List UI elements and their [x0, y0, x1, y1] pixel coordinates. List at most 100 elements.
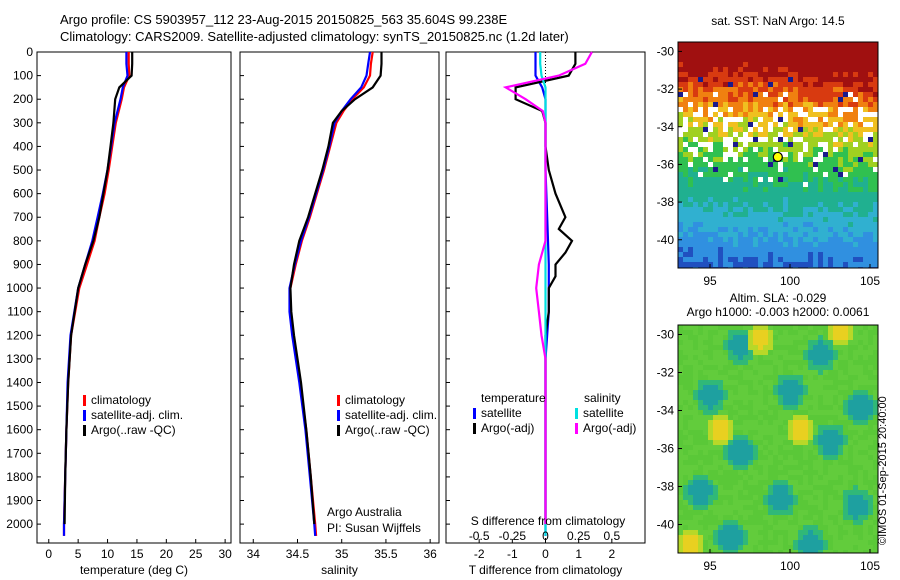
y-tick-label: -38 — [657, 480, 675, 494]
y-tick-label: -30 — [657, 328, 675, 342]
y-tick-label: -34 — [657, 404, 675, 418]
sla-map-subtitle: Argo h1000: -0.003 h2000: 0.0061 — [687, 305, 870, 319]
difference-panel: -2 -1 0 1 2 T difference from climatology S di… — [445, 51, 646, 577]
map-frame — [677, 324, 879, 554]
x-tick-label: 2 — [608, 547, 615, 561]
y-tick-label: -36 — [657, 157, 675, 171]
y-tick-label: -38 — [657, 195, 675, 209]
x-tick-label: 95 — [703, 274, 717, 288]
y-tick-label: -34 — [657, 120, 675, 134]
y-tick-label: 1900 — [6, 494, 33, 508]
y-tick-label: 500 — [13, 163, 33, 177]
sla-map-title: Altim. SLA: -0.029 — [730, 291, 827, 305]
legend-swatch — [337, 395, 340, 406]
legend-entry: Argo(..raw -QC) — [91, 423, 176, 437]
y-tick-label: 0 — [26, 45, 33, 59]
temperature-panel: 0 5 10 15 20 25 300100200300400500600700800900… — [6, 45, 232, 577]
x-tick-label: 35.5 — [374, 547, 398, 561]
y-tick-label: 900 — [13, 257, 33, 271]
legend-entry: Argo(-adj) — [481, 421, 534, 435]
y-tick-label: 700 — [13, 210, 33, 224]
legend-entry: satellite — [583, 406, 624, 420]
x-axis-label: salinity — [321, 563, 358, 577]
y-tick-label: 1600 — [6, 423, 33, 437]
y-tick-label: 1000 — [6, 281, 33, 295]
x-tick-label: 100 — [780, 559, 800, 573]
imos-timestamp: ©IMOS 01-Sep-2015 20:40:00 — [877, 396, 889, 545]
legend-swatch — [83, 425, 86, 436]
y-tick-label: -40 — [657, 518, 675, 532]
x-tick-label: 10 — [101, 547, 115, 561]
legend-entry: satellite-adj. clim. — [345, 408, 437, 422]
x-tick-label: 15 — [130, 547, 144, 561]
x-tick-label: 105 — [860, 559, 880, 573]
x-tick-label: 35 — [335, 547, 349, 561]
top-tick-label: 0.25 — [567, 529, 591, 543]
map-raster — [678, 42, 878, 268]
y-tick-label: 800 — [13, 234, 33, 248]
legend-entry: satellite — [481, 406, 522, 420]
legend-entry: Argo(-adj) — [583, 421, 636, 435]
series-line — [289, 52, 383, 525]
x-tick-label: 25 — [189, 547, 203, 561]
y-tick-label: 100 — [13, 69, 33, 83]
y-tick-label: 1800 — [6, 470, 33, 484]
y-tick-label: 1100 — [7, 305, 33, 319]
x-tick-label: 5 — [75, 547, 82, 561]
legend-swatch — [83, 395, 86, 406]
legend-swatch — [337, 425, 340, 436]
x-tick-label: 34 — [247, 547, 261, 561]
annotation-line: Argo Australia — [327, 505, 402, 519]
x-axis-label: temperature (deg C) — [80, 563, 188, 577]
legend-swatch — [473, 408, 476, 419]
x-tick-label: 36 — [423, 547, 437, 561]
legend-swatch — [473, 423, 476, 434]
x-axis-label: T difference from climatology — [469, 563, 623, 577]
annotation-line: PI: Susan Wijffels — [327, 521, 421, 535]
y-tick-label: 600 — [13, 187, 33, 201]
salinity-panel: 34 34.5 35 35.5 36 salinity climatologysatelli… — [239, 51, 440, 577]
x-tick-label: -1 — [507, 547, 518, 561]
x-tick-label: 30 — [218, 547, 232, 561]
y-tick-label: 300 — [13, 116, 33, 130]
top-tick-label: -0.5 — [469, 529, 490, 543]
top-tick-label: 0.5 — [603, 529, 620, 543]
legend-entry: climatology — [345, 393, 405, 407]
x-tick-label: 34.5 — [286, 547, 310, 561]
legend-swatch — [83, 410, 86, 421]
y-tick-label: 1400 — [6, 375, 33, 389]
legend-entry: climatology — [91, 393, 151, 407]
x-tick-label: 95 — [703, 559, 717, 573]
plot-frame — [239, 51, 440, 544]
y-tick-label: 200 — [13, 92, 33, 106]
y-tick-label: -32 — [657, 82, 675, 96]
sst-map-panel: 95 100 105 -30 -32 -34 -36 -38 -40 sat. SST: NaN … — [657, 14, 881, 288]
x-tick-label: 105 — [860, 274, 880, 288]
climatology-title: Climatology: CARS2009. Satellite-adjuste… — [60, 29, 569, 44]
y-tick-label: 400 — [13, 139, 33, 153]
y-tick-label: -30 — [657, 44, 675, 58]
y-tick-label: 1200 — [6, 328, 33, 342]
x-tick-label: 20 — [160, 547, 174, 561]
y-tick-label: -32 — [657, 366, 675, 380]
y-tick-label: -40 — [657, 233, 675, 247]
argo-position-marker — [772, 151, 783, 163]
legend-header: temperature — [481, 391, 546, 405]
legend-entry: satellite-adj. clim. — [91, 408, 183, 422]
legend-entry: Argo(..raw -QC) — [345, 423, 430, 437]
x-tick-label: -2 — [474, 547, 485, 561]
map-frame — [677, 41, 879, 269]
top-tick-label: -0.25 — [499, 529, 527, 543]
legend-swatch — [575, 408, 578, 419]
map-raster — [678, 325, 878, 553]
x-tick-label: 1 — [575, 547, 582, 561]
y-tick-label: 2000 — [6, 517, 33, 531]
sst-map-title: sat. SST: NaN Argo: 14.5 — [711, 14, 845, 28]
legend-header: salinity — [584, 391, 621, 405]
sla-map-panel: 95 100 105 -30 -32 -34 -36 -38 -40 Altim. SLA: -0… — [657, 291, 881, 573]
series-line — [502, 51, 593, 525]
legend-swatch — [337, 410, 340, 421]
top-axis-label: S difference from climatology — [471, 514, 626, 528]
top-tick-label: 0 — [542, 529, 549, 543]
